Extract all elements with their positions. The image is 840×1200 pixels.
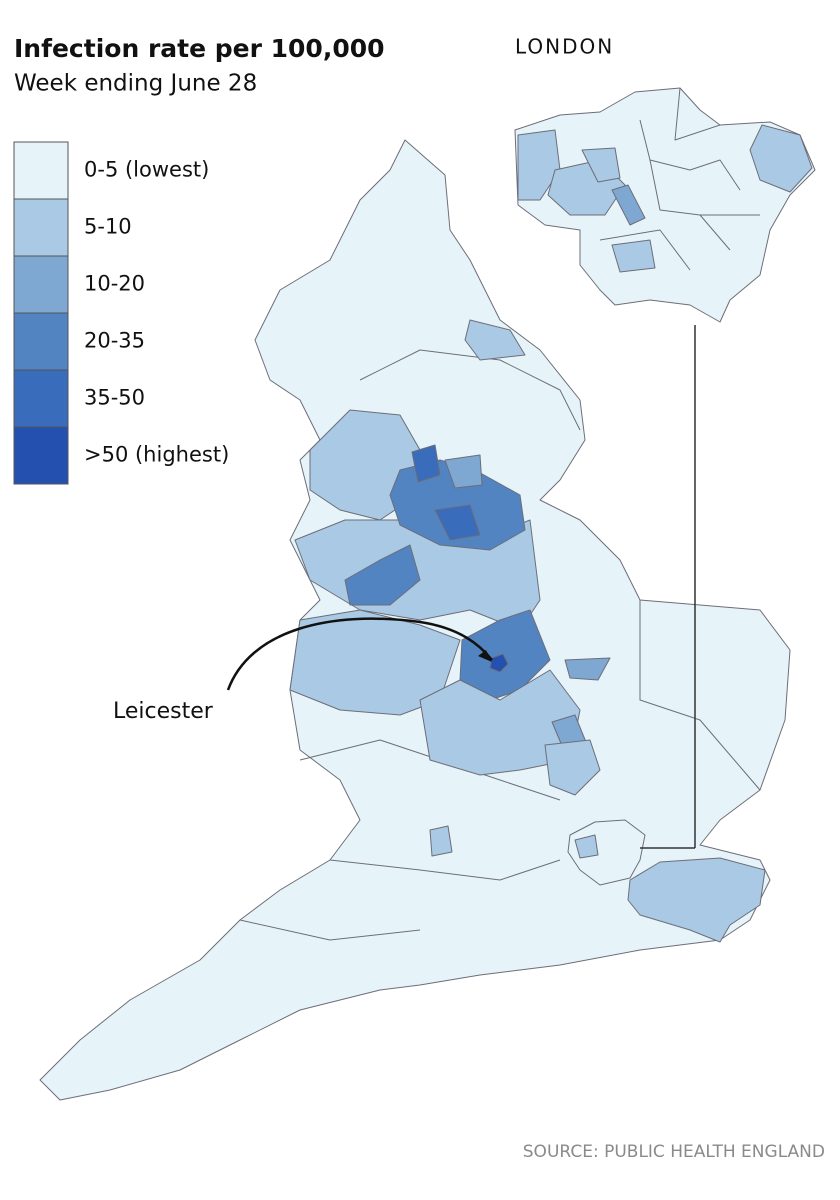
region: [544, 739, 601, 796]
london-inset: [514, 87, 816, 323]
arrow-head: [478, 650, 492, 662]
inset-label: LONDON: [515, 35, 614, 59]
region: [444, 454, 483, 489]
inset-region: [581, 147, 621, 183]
title: Infection rate per 100,000: [14, 34, 385, 63]
source: SOURCE: PUBLIC HEALTH ENGLAND: [523, 1142, 825, 1162]
subtitle: Week ending June 28: [14, 71, 257, 97]
region: [434, 504, 481, 541]
legend-swatch: [13, 426, 69, 485]
inset-region: [749, 124, 813, 193]
annotation-arrow: [226, 617, 493, 691]
region: [344, 544, 421, 606]
inset-region: [611, 239, 656, 273]
legend-swatch: [13, 198, 69, 257]
legend-label: 5-10: [84, 215, 132, 239]
legend-label: 35-50: [84, 386, 145, 410]
legend-swatch: [13, 141, 69, 200]
region: [627, 857, 766, 943]
london-outline: [567, 819, 646, 886]
region: [411, 444, 441, 483]
inset-region: [517, 129, 561, 201]
legend-swatch: [13, 312, 69, 371]
inset-border: [599, 87, 760, 271]
region: [429, 825, 453, 857]
region: [464, 319, 526, 361]
region: [564, 657, 611, 681]
legend-swatch: [13, 369, 69, 428]
annotation: Leicester: [113, 699, 214, 724]
map: [39, 139, 791, 1101]
legend-swatch: [13, 255, 69, 314]
legend-label: >50 (highest): [84, 443, 229, 467]
inset-outline: [514, 87, 816, 323]
legend-label: 0-5 (lowest): [84, 158, 209, 182]
legend-label: 20-35: [84, 329, 145, 353]
leicester: [489, 653, 509, 673]
inset-region: [611, 184, 646, 226]
london-region: [574, 834, 599, 859]
legend-label: 10-20: [84, 272, 145, 296]
legend: 0-5 (lowest) 5-10 10-20 20-35 35-50 >50 (high…: [13, 141, 229, 485]
